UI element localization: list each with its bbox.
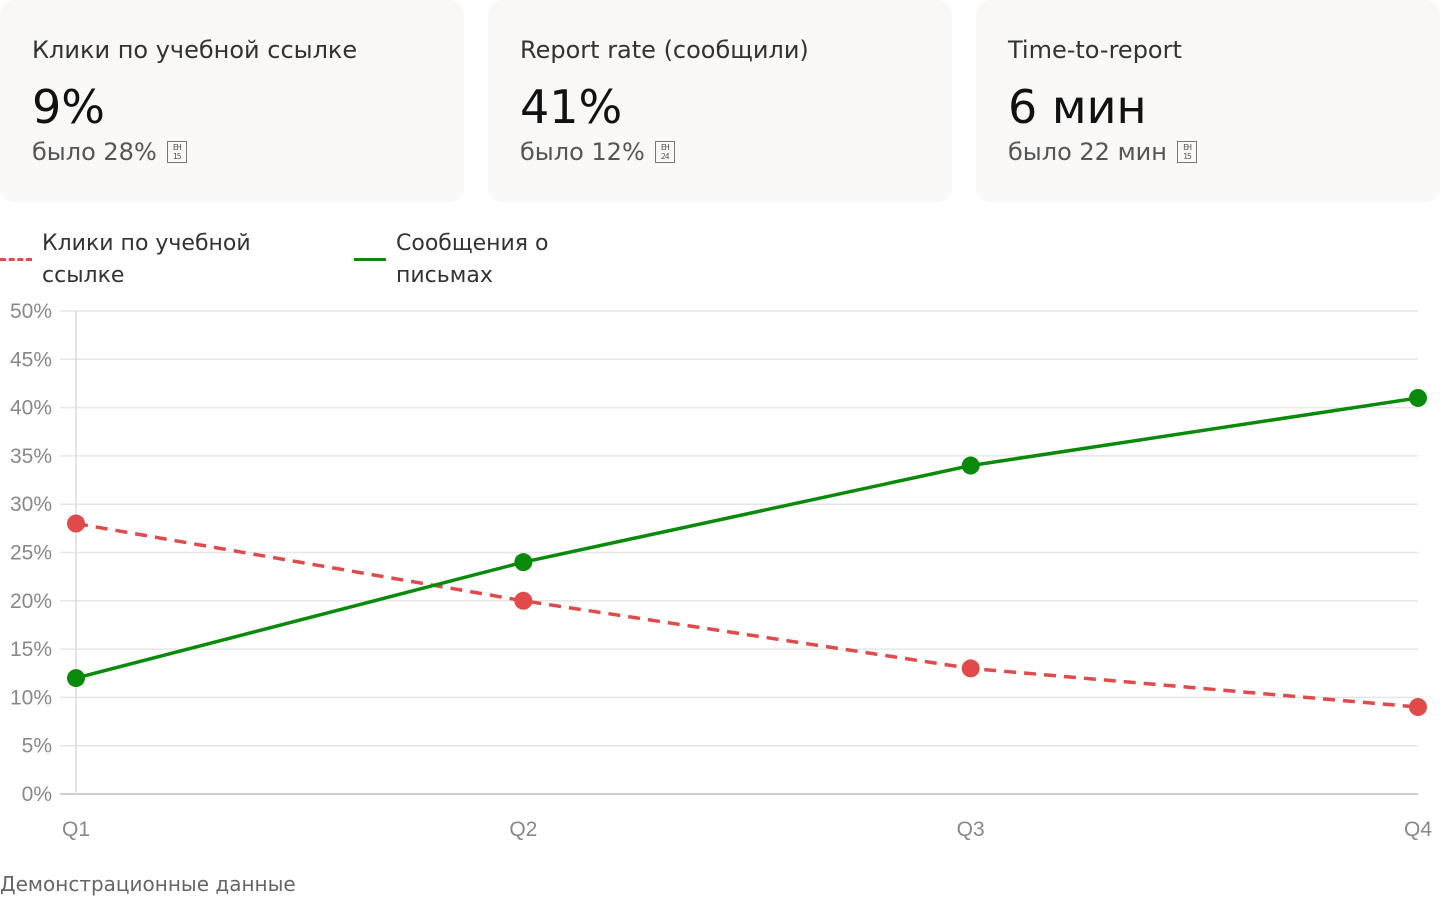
- y-tick-label: 5%: [22, 735, 52, 758]
- calendar-badge-icon: EH 24: [654, 141, 675, 163]
- kpi-value: 9%: [32, 80, 105, 134]
- kpi-previous-text: было 22 мин: [1008, 138, 1167, 166]
- kpi-card-report-rate: Report rate (сообщили) 41% было 12% EH 24: [488, 0, 952, 202]
- x-tick-label: Q4: [1404, 818, 1432, 841]
- data-point: [961, 456, 980, 475]
- y-tick-label: 35%: [10, 445, 52, 468]
- kpi-title: Report rate (сообщили): [520, 36, 809, 64]
- x-tick-label: Q2: [509, 818, 537, 841]
- x-tick-label: Q1: [62, 818, 90, 841]
- legend-swatch-solid: [354, 258, 386, 261]
- y-tick-label: 30%: [10, 493, 52, 516]
- kpi-title: Time-to-report: [1008, 36, 1182, 64]
- kpi-previous: было 28% EH 15: [32, 138, 187, 166]
- kpi-previous: было 22 мин EH 15: [1008, 138, 1197, 166]
- data-point: [67, 514, 85, 533]
- kpi-previous-text: было 12%: [520, 138, 645, 166]
- kpi-card-clicks: Клики по учебной ссылке 9% было 28% EH 15: [0, 0, 464, 202]
- y-tick-label: 45%: [10, 348, 52, 371]
- kpi-cards: Клики по учебной ссылке 9% было 28% EH 15…: [0, 0, 1440, 202]
- legend-label: Клики по учебной ссылке: [42, 231, 251, 288]
- y-tick-label: 50%: [10, 300, 52, 323]
- y-tick-label: 10%: [10, 686, 52, 709]
- data-point: [1409, 698, 1427, 717]
- calendar-badge-icon: EH 15: [1176, 141, 1197, 163]
- legend-label: Сообщения о письмах: [396, 231, 549, 288]
- legend-item-clicks[interactable]: Клики по учебной ссылке: [0, 228, 251, 292]
- kpi-title: Клики по учебной ссылке: [32, 36, 358, 64]
- y-tick-label: 40%: [10, 397, 52, 420]
- series-line: [75, 521, 1419, 709]
- kpi-value: 41%: [520, 80, 623, 134]
- line-chart: 0% 5% 10% 15% 20% 25% 30% 35% 40% 45% 50% Q1 Q2 Q3 Q4: [10, 300, 1432, 841]
- chart-legend: Клики по учебной ссылке Сообщения о пись…: [0, 228, 700, 298]
- kpi-value: 6 мин: [1008, 80, 1147, 134]
- kpi-previous-text: было 28%: [32, 138, 157, 166]
- data-point: [1409, 388, 1427, 407]
- y-tick-label: 0%: [22, 783, 52, 806]
- legend-item-reports[interactable]: Сообщения о письмах: [354, 228, 548, 292]
- series-line: [75, 396, 1419, 680]
- y-tick-label: 15%: [10, 638, 52, 661]
- footnote: Демонстрационные данные: [0, 872, 296, 896]
- data-point: [67, 669, 85, 688]
- legend-swatch-dashed: [0, 258, 32, 261]
- calendar-badge-icon: EH 15: [166, 141, 187, 163]
- kpi-previous: было 12% EH 24: [520, 138, 675, 166]
- y-tick-label: 20%: [10, 590, 52, 613]
- data-point: [514, 553, 533, 572]
- y-tick-label: 25%: [10, 542, 52, 565]
- data-point: [514, 591, 533, 610]
- data-point: [961, 659, 980, 678]
- x-tick-label: Q3: [957, 818, 985, 841]
- kpi-card-time-to-report: Time-to-report 6 мин было 22 мин EH 15: [976, 0, 1440, 202]
